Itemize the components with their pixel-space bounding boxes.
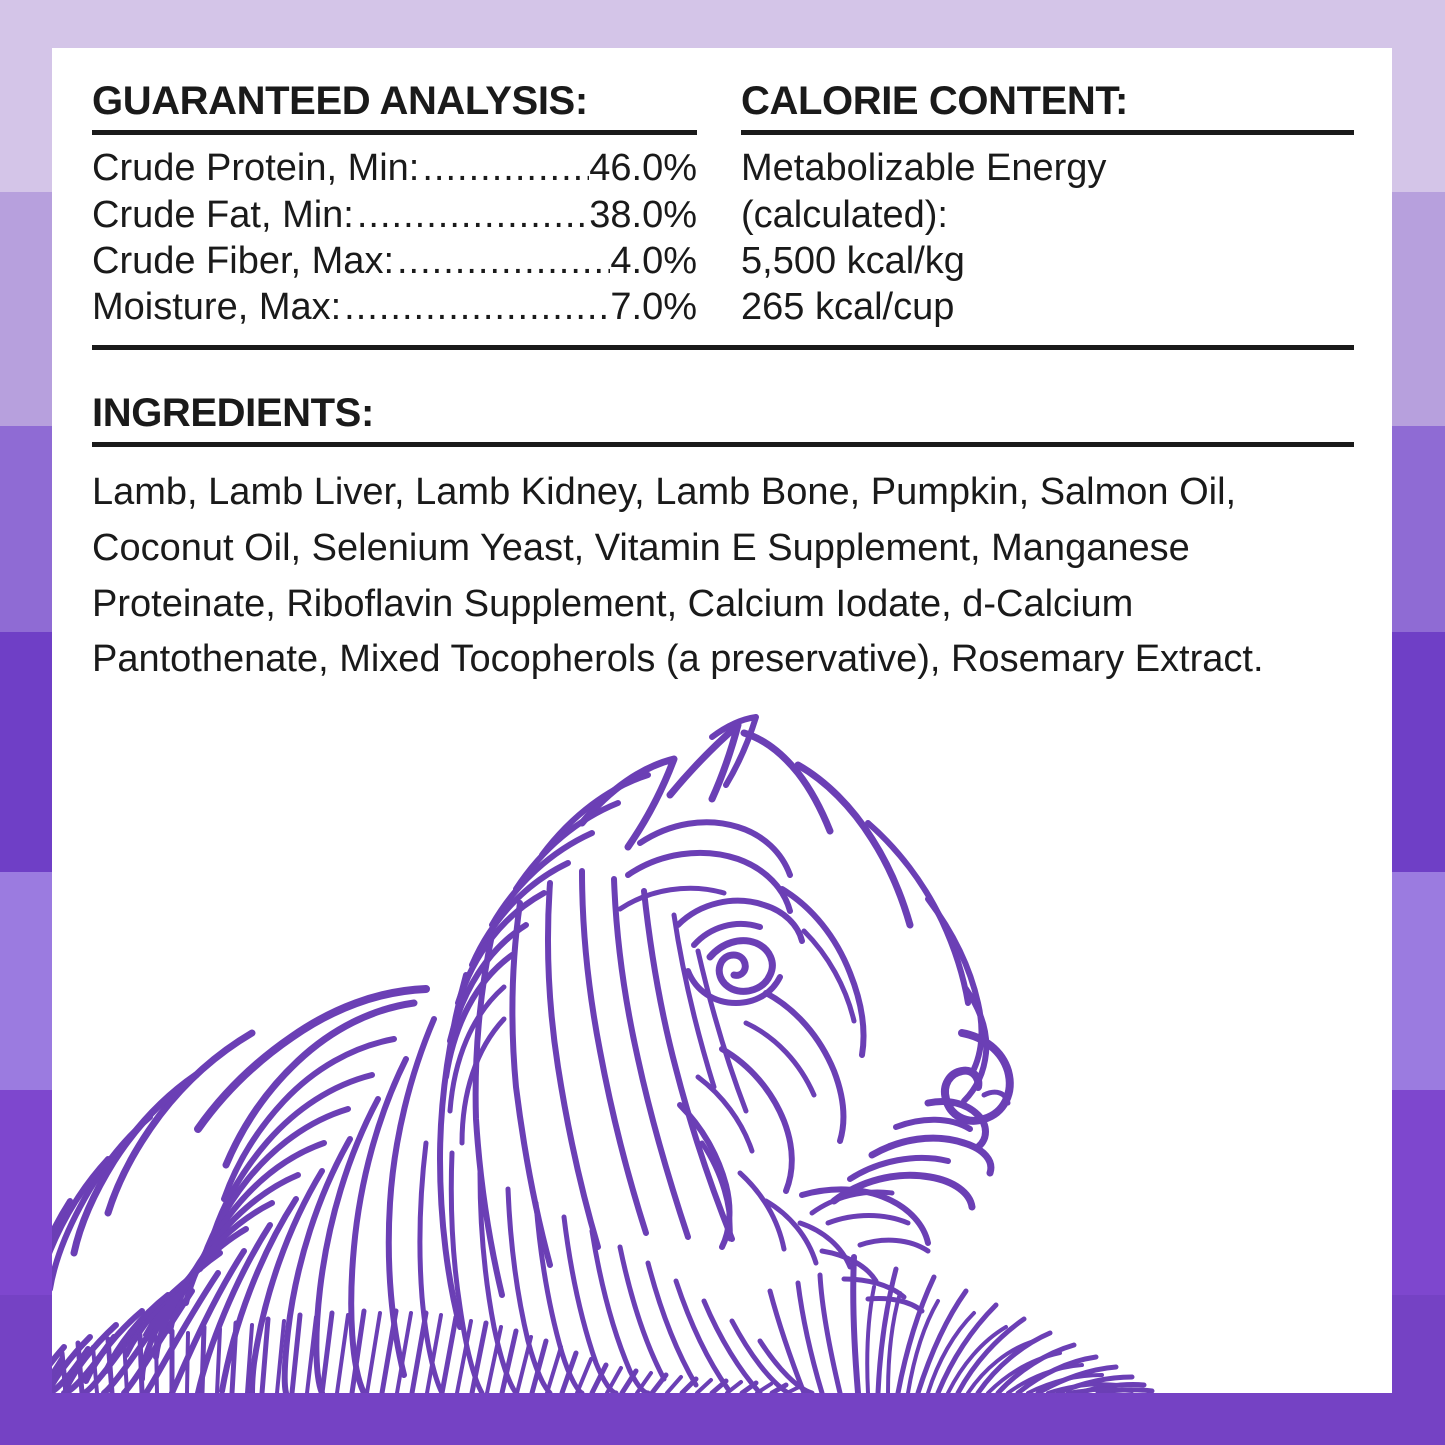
- ingredients-rule: [92, 441, 1354, 447]
- nutrient-label: Moisture, Max:: [92, 286, 342, 329]
- nutrient-label: Crude Fiber, Max:: [92, 239, 394, 282]
- ingredients-text: Lamb, Lamb Liver, Lamb Kidney, Lamb Bone…: [92, 470, 1264, 681]
- guaranteed-analysis-rule: [92, 130, 697, 136]
- ingredients-section: INGREDIENTS: Lamb, Lamb Liver, Lamb Kidn…: [92, 390, 1354, 689]
- guaranteed-analysis-heading: GUARANTEED ANALYSIS:: [92, 79, 588, 123]
- calorie-line: 5,500 kcal/kg: [741, 239, 965, 282]
- calorie-content-section: CALORIE CONTENT: Metabolizable Energy (c…: [723, 79, 1354, 331]
- nutrient-value: 46.0%: [589, 147, 697, 190]
- calorie-line: Metabolizable Energy: [741, 147, 1107, 190]
- leader-dots: ........................................…: [356, 193, 589, 236]
- nutrient-value: 38.0%: [589, 193, 697, 236]
- leader-dots: ........................................…: [422, 147, 589, 190]
- nutrient-value: 7.0%: [610, 286, 697, 329]
- table-row: Crude Fiber, Max: ......................…: [92, 238, 697, 284]
- nutrient-value: 4.0%: [610, 239, 697, 282]
- calorie-line: 265 kcal/cup: [741, 286, 955, 329]
- calorie-content-heading: CALORIE CONTENT:: [741, 79, 1128, 123]
- nutrient-label: Crude Protein, Min:: [92, 147, 420, 190]
- table-row: Moisture, Max: .........................…: [92, 284, 697, 330]
- calorie-line: (calculated):: [741, 193, 948, 236]
- calorie-content-rule: [741, 130, 1354, 136]
- label-content: GUARANTEED ANALYSIS: Crude Protein, Min:…: [92, 79, 1354, 689]
- lamb-line-art-illustration: [52, 703, 1392, 1393]
- label-panel: GUARANTEED ANALYSIS: Crude Protein, Min:…: [52, 48, 1392, 1393]
- leader-dots: ........................................…: [397, 239, 611, 282]
- guaranteed-analysis-section: GUARANTEED ANALYSIS: Crude Protein, Min:…: [92, 79, 723, 331]
- nutrition-columns: GUARANTEED ANALYSIS: Crude Protein, Min:…: [92, 79, 1354, 331]
- leader-dots: ........................................…: [344, 286, 610, 329]
- nutrition-section-divider: [92, 344, 1354, 350]
- ingredients-heading: INGREDIENTS:: [92, 390, 374, 435]
- table-row: Crude Protein, Min: ....................…: [92, 145, 697, 191]
- table-row: Crude Fat, Min: ........................…: [92, 192, 697, 238]
- nutrient-label: Crude Fat, Min:: [92, 193, 354, 236]
